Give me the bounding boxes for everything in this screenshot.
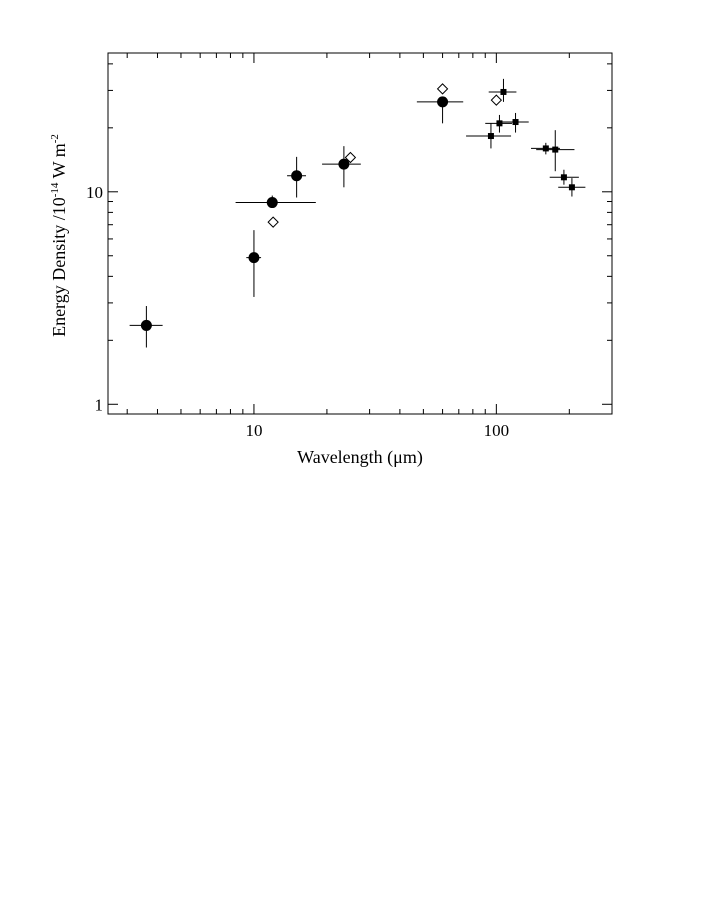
data-point-diamond (267, 216, 279, 228)
data-point-circle (437, 96, 449, 108)
data-point-circle (248, 252, 260, 264)
y-axis-label: Energy Density /10-14 W m-2 (49, 134, 69, 337)
data-point-circle (266, 197, 278, 209)
data-point-square (512, 119, 519, 126)
data-point-square (500, 88, 507, 95)
y-axis-label-exponent: -14 (49, 182, 61, 197)
y-tick-label: 1 (95, 395, 104, 414)
data-point-square (496, 120, 503, 127)
data-point-square (542, 145, 549, 152)
data-point-square (487, 133, 494, 140)
data-point-square (568, 184, 575, 191)
y-axis-label-unit: W m (49, 143, 69, 182)
axis-ticks (108, 53, 613, 415)
x-axis-label: Wavelength (μm) (297, 447, 423, 468)
data-point-diamond (344, 151, 357, 164)
data-point-square (560, 174, 567, 181)
x-tick-label: 100 (484, 421, 510, 440)
data-points (140, 83, 575, 331)
x-tick-label: 10 (245, 421, 262, 440)
tick-labels: 10 100 1 10 (86, 183, 509, 440)
y-axis-label-unit-exponent: -2 (49, 134, 61, 143)
data-point-square (552, 146, 559, 153)
data-point-diamond (490, 94, 503, 106)
data-point-circle (338, 158, 350, 170)
plot-frame (107, 52, 613, 415)
data-point-circle (140, 319, 152, 331)
y-tick-label: 10 (86, 183, 103, 202)
y-axis-label-prefix: Energy Density /10 (49, 197, 69, 337)
data-point-circle (291, 170, 303, 182)
data-point-diamond (436, 83, 449, 95)
